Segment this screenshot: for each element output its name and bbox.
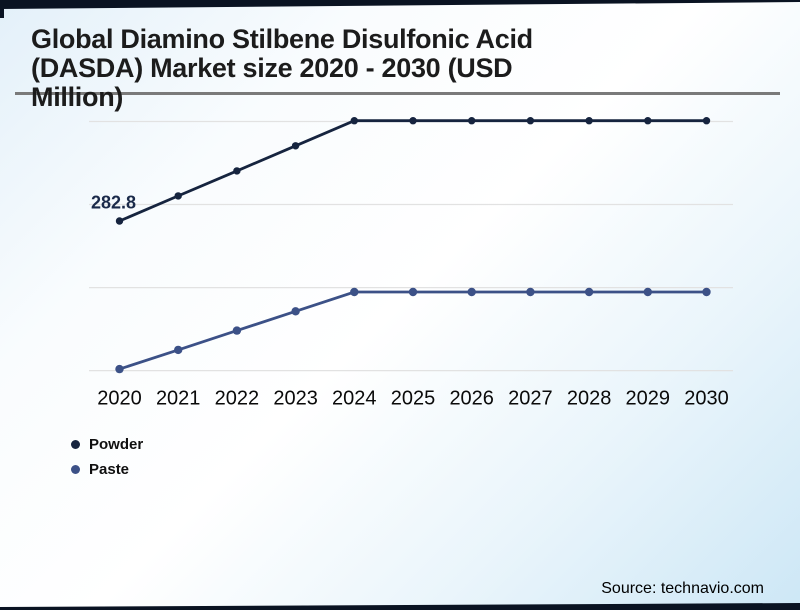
powder-data-point: [115, 217, 124, 225]
paste-data-point: [584, 287, 594, 297]
paste-data-point: [291, 307, 300, 316]
title-line-3: Million): [31, 82, 124, 112]
paste-data-point: [174, 345, 183, 355]
legend-item-powder: Powder: [71, 435, 144, 453]
powder-data-point: [174, 192, 182, 200]
title-divider-line: [15, 92, 780, 95]
legend-item-paste: Paste: [71, 460, 143, 478]
x-axis-label: 2025: [391, 388, 436, 410]
paste-data-point: [232, 326, 242, 335]
top-left-corner-accent: [0, 0, 4, 18]
x-axis-label: 2030: [684, 388, 729, 410]
x-axis-label: 2021: [156, 388, 201, 410]
paste-data-point: [467, 287, 476, 297]
paste-data-point: [643, 287, 652, 297]
data-point-label: 282.8: [91, 193, 136, 213]
legend: Powder Paste: [71, 436, 143, 486]
x-axis-label: 2028: [567, 388, 612, 410]
paste-series-line: [119, 290, 707, 371]
x-axis-label: 2029: [626, 388, 671, 410]
title-line-1: Global Diamino Stilbene Disulfonic Acid: [31, 24, 533, 54]
legend-label-powder: Powder: [89, 435, 144, 453]
powder-data-point: [702, 117, 711, 125]
paste-data-point: [702, 287, 711, 297]
x-axis-label: 2020: [97, 388, 142, 410]
x-axis-label: 2026: [449, 388, 494, 410]
chart-title: Global Diamino Stilbene Disulfonic Acid …: [31, 25, 711, 112]
x-axis-label: 2027: [508, 388, 553, 410]
powder-legend-dot-icon: [71, 439, 80, 449]
paste-data-point: [115, 364, 124, 374]
x-axis-label: 2024: [332, 388, 377, 410]
source-attribution: Source: technavio.com: [601, 580, 764, 597]
powder-series-line: [118, 119, 707, 223]
paste-legend-dot-icon: [71, 464, 80, 474]
powder-data-point: [350, 117, 358, 125]
x-axis-label: 2023: [273, 388, 318, 410]
paste-data-point: [350, 287, 359, 297]
powder-data-point: [233, 167, 241, 175]
legend-label-paste: Paste: [89, 460, 130, 478]
powder-data-point: [409, 117, 417, 125]
powder-data-point: [526, 117, 535, 125]
powder-data-point: [291, 142, 300, 150]
x-axis-label: 2022: [215, 388, 260, 410]
powder-data-point: [468, 117, 476, 125]
powder-data-point: [585, 117, 593, 125]
title-line-2: (DASDA) Market size 2020 - 2030 (USD: [31, 53, 513, 83]
powder-data-point: [644, 117, 652, 125]
paste-data-point: [526, 287, 535, 297]
paste-data-point: [408, 287, 418, 297]
top-accent-bar: [0, 0, 800, 9]
bottom-accent-bar: [0, 603, 800, 610]
